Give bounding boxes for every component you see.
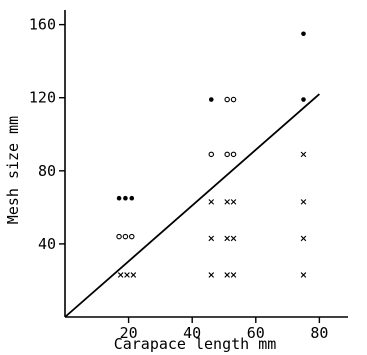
dot-point-2 <box>129 195 135 201</box>
x-tick-label-80: 80 <box>310 324 328 342</box>
circle-point-3 <box>208 151 215 158</box>
circle-point-5 <box>230 96 237 103</box>
y-tick-label-160: 160 <box>29 16 56 34</box>
cross-point-11 <box>230 272 237 278</box>
y-axis-label: Mesh size mm <box>4 116 22 224</box>
cross-point-9 <box>230 235 237 242</box>
circle-point-6 <box>224 151 230 158</box>
cross-point-6 <box>224 199 230 205</box>
cross-point-0 <box>117 272 124 278</box>
cross-point-1 <box>124 272 130 278</box>
dot-point-5 <box>301 97 306 102</box>
cross-point-8 <box>224 235 230 242</box>
y-tick-label-80: 80 <box>38 162 56 180</box>
x-tick-label-60: 60 <box>247 324 265 342</box>
data-points <box>116 31 307 278</box>
trend-line-group <box>64 93 320 318</box>
x-tick-label-40: 40 <box>183 324 201 342</box>
circle-point-4 <box>224 96 230 103</box>
dot-point-4 <box>301 31 306 37</box>
cross-point-15 <box>300 272 307 278</box>
cross-point-13 <box>300 199 307 205</box>
circle-point-1 <box>122 233 129 240</box>
cross-point-2 <box>130 272 137 278</box>
trend-line <box>64 93 320 318</box>
cross-point-7 <box>230 199 237 205</box>
dot-point-1 <box>123 195 128 201</box>
cross-point-4 <box>208 235 215 242</box>
ticks: 20 40 60 80 40 80 120 160 <box>29 16 329 342</box>
dot-point-3 <box>208 97 214 102</box>
y-tick-label-120: 120 <box>29 89 56 107</box>
cross-point-10 <box>224 272 230 278</box>
circle-point-0 <box>116 233 122 240</box>
cross-point-14 <box>300 235 307 242</box>
x-tick-label-20: 20 <box>120 324 138 342</box>
cross-point-12 <box>300 151 307 158</box>
dot-point-0 <box>116 195 122 201</box>
cross-point-5 <box>208 272 215 278</box>
circle-point-7 <box>230 151 237 158</box>
x-axis-label: Carapace length mm <box>114 335 277 353</box>
axes <box>64 10 348 318</box>
cross-point-3 <box>208 199 215 205</box>
circle-point-2 <box>129 233 135 240</box>
y-tick-label-40: 40 <box>38 235 56 253</box>
